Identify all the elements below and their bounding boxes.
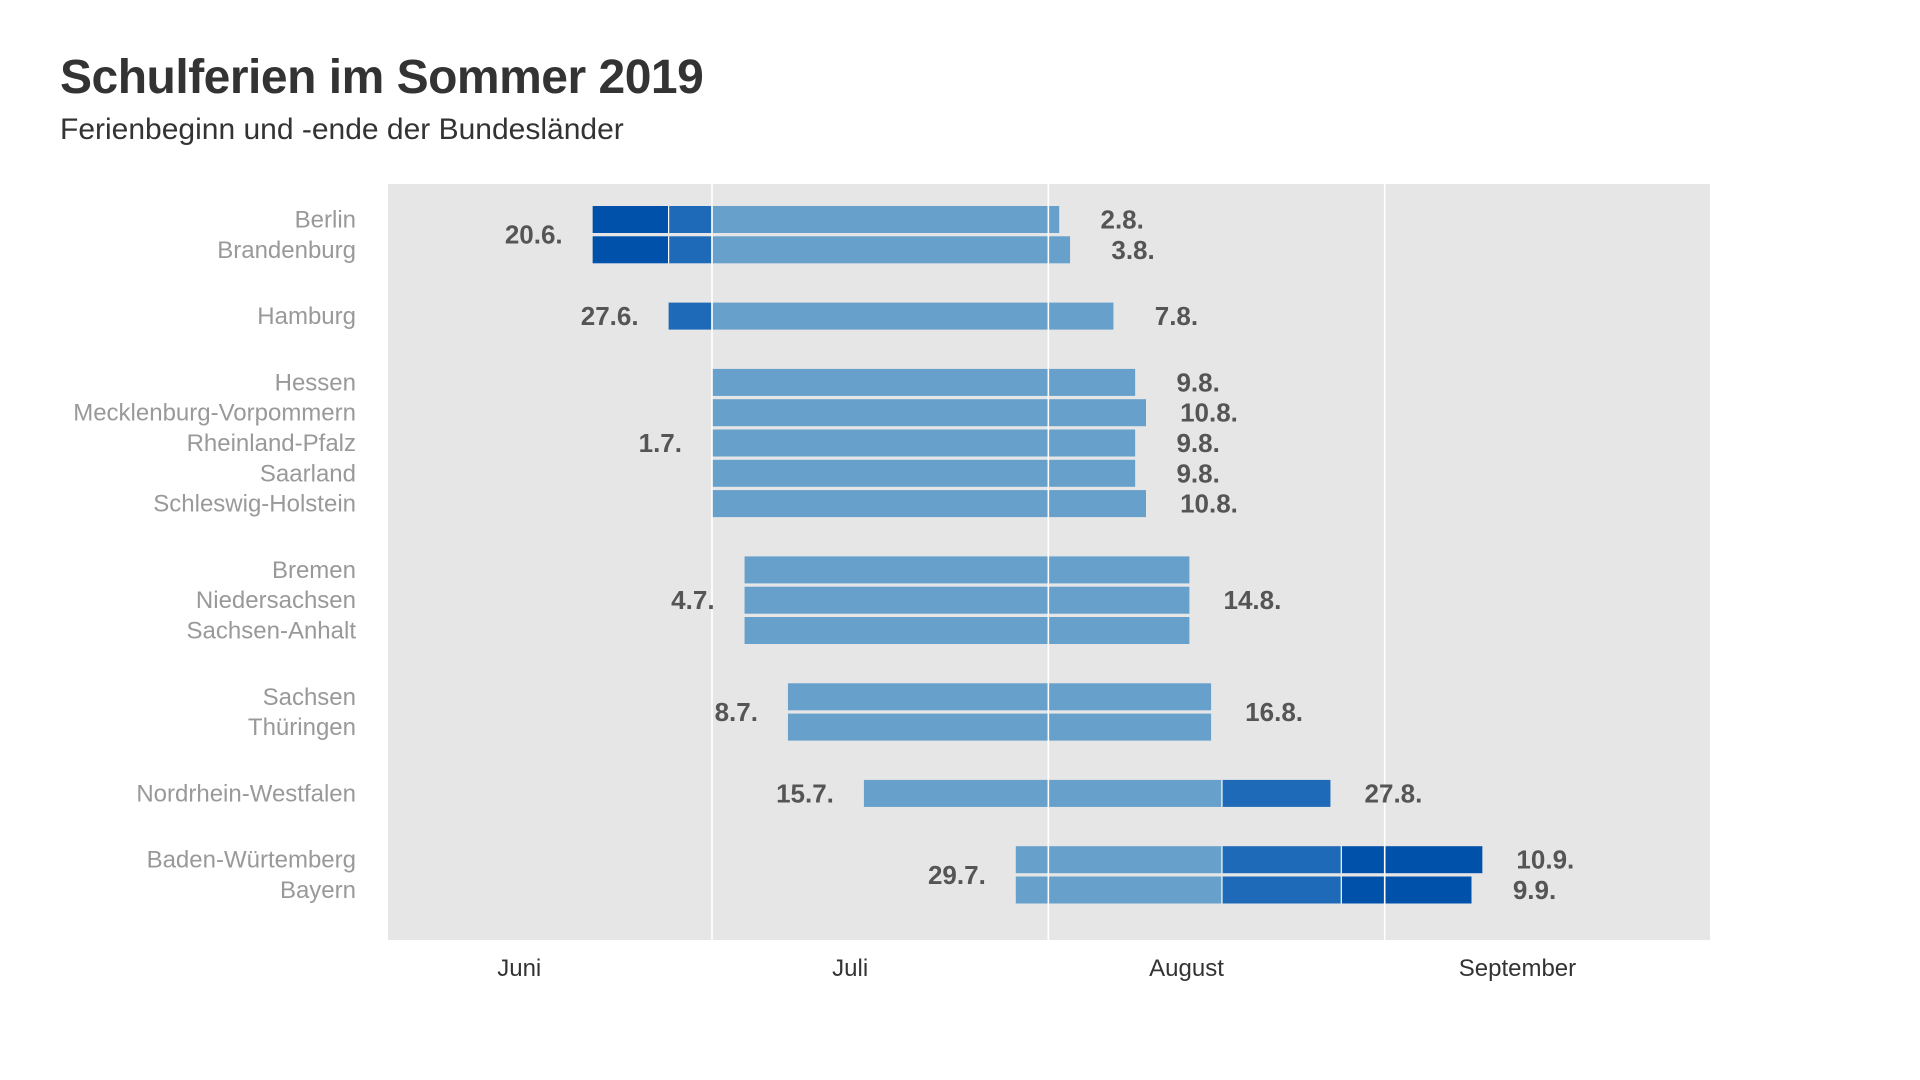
state-label: Saarland xyxy=(260,460,356,487)
end-date-label: 10.9. xyxy=(1516,845,1574,875)
holiday-bar-segment xyxy=(668,206,712,233)
end-date-label: 27.8. xyxy=(1365,778,1423,808)
start-date-label: 27.6. xyxy=(581,301,639,331)
end-date-label: 10.8. xyxy=(1180,398,1238,428)
holiday-bar-segment xyxy=(712,368,1136,396)
end-date-label: 9.8. xyxy=(1176,367,1219,397)
start-date-label: 15.7. xyxy=(776,778,834,808)
end-date-label: 3.8. xyxy=(1111,235,1154,265)
start-date-label: 1.7. xyxy=(639,428,682,458)
holiday-bar-segment xyxy=(712,429,1136,457)
state-label: Baden-Würtemberg xyxy=(147,847,356,874)
holiday-bar-segment xyxy=(1221,846,1342,874)
start-date-label: 20.6. xyxy=(505,220,563,250)
holiday-bar-segment xyxy=(787,683,1212,711)
state-label: Schleswig-Holstein xyxy=(153,491,356,518)
x-axis-tick-label: September xyxy=(1459,955,1576,982)
holiday-bar-segment xyxy=(712,459,1136,487)
holiday-bar-segment xyxy=(744,617,1190,644)
end-date-label: 9.9. xyxy=(1513,875,1556,905)
x-axis-tick-label: August xyxy=(1149,955,1224,982)
x-axis-tick-label: Juni xyxy=(497,955,541,982)
end-date-label: 9.8. xyxy=(1176,428,1219,458)
state-label: Hamburg xyxy=(257,303,356,330)
holiday-bar-segment xyxy=(712,206,1060,233)
holiday-bar-segment xyxy=(712,490,1146,518)
holiday-bar-segment xyxy=(787,713,1212,741)
holiday-bar-segment xyxy=(863,779,1222,807)
state-label: Hessen xyxy=(275,369,356,396)
state-label: Rheinland-Pfalz xyxy=(187,430,356,457)
state-label: Sachsen-Anhalt xyxy=(187,618,357,645)
holiday-bar-segment xyxy=(712,399,1146,427)
holiday-bar-segment xyxy=(1341,876,1472,904)
x-axis-tick-label: Juli xyxy=(832,955,868,982)
holiday-bar-segment xyxy=(592,206,669,233)
end-date-label: 14.8. xyxy=(1223,585,1281,615)
state-label: Brandenburg xyxy=(217,237,356,264)
chart-title: Schulferien im Sommer 2019 xyxy=(60,51,704,104)
holiday-bar-segment xyxy=(668,302,712,330)
start-date-label: 29.7. xyxy=(928,860,986,890)
state-label: Mecklenburg-Vorpommern xyxy=(73,400,356,427)
state-label: Niedersachsen xyxy=(196,587,356,614)
state-label: Bremen xyxy=(272,557,356,584)
end-date-label: 10.8. xyxy=(1180,489,1238,519)
start-date-label: 4.7. xyxy=(671,585,714,615)
holiday-bar-segment xyxy=(1341,846,1483,874)
state-label: Thüringen xyxy=(248,714,356,741)
holiday-bar-segment xyxy=(744,586,1190,614)
state-label: Berlin xyxy=(295,207,356,234)
holiday-bar-segment xyxy=(1015,846,1222,874)
holiday-bar-segment xyxy=(712,236,1071,264)
holiday-bar-segment xyxy=(712,302,1114,330)
end-date-label: 2.8. xyxy=(1101,205,1144,235)
end-date-label: 16.8. xyxy=(1245,697,1303,727)
holiday-bar-segment xyxy=(1221,779,1331,807)
state-label: Sachsen xyxy=(263,684,356,711)
chart-subtitle: Ferienbeginn und -ende der Bundesländer xyxy=(60,113,624,146)
end-date-label: 7.8. xyxy=(1155,301,1198,331)
holiday-bar-segment xyxy=(744,556,1190,584)
holiday-bar-segment xyxy=(668,236,712,264)
state-label: Nordrhein-Westfalen xyxy=(136,780,356,807)
holiday-bar-segment xyxy=(592,236,669,264)
holiday-bar-segment xyxy=(1221,876,1342,904)
state-label: Bayern xyxy=(280,877,356,904)
start-date-label: 8.7. xyxy=(715,697,758,727)
holiday-bar-segment xyxy=(1015,876,1222,904)
end-date-label: 9.8. xyxy=(1176,458,1219,488)
